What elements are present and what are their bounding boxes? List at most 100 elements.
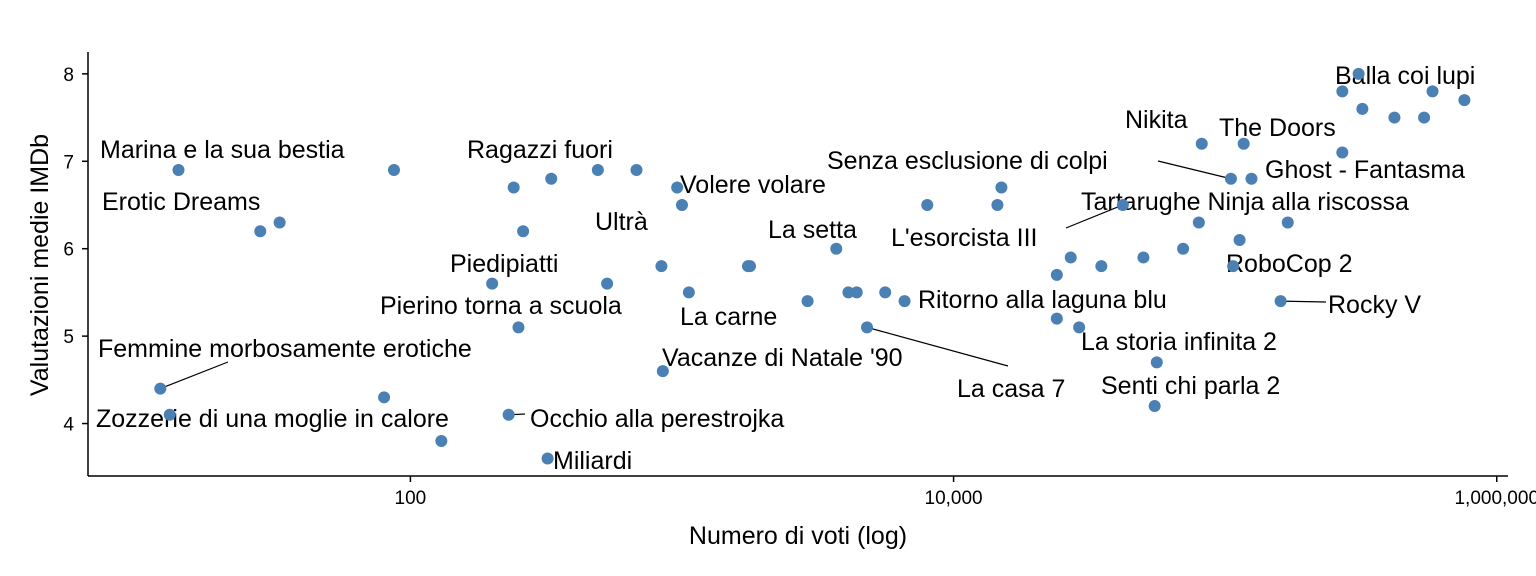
data-point xyxy=(1233,233,1246,246)
data-point xyxy=(1336,85,1349,98)
point-label: Femmine morbosamente erotiche xyxy=(98,335,472,363)
data-point xyxy=(1352,67,1365,80)
data-point xyxy=(1237,137,1250,150)
data-point xyxy=(682,286,695,299)
data-point xyxy=(1116,198,1129,211)
data-point xyxy=(879,286,892,299)
point-label: Senti chi parla 2 xyxy=(1101,372,1280,400)
point-label: Volere volare xyxy=(680,171,826,199)
data-point xyxy=(1227,260,1240,273)
data-point xyxy=(486,277,499,290)
data-point xyxy=(1458,94,1471,107)
y-tick-label: 6 xyxy=(63,240,74,261)
data-point xyxy=(744,260,757,273)
y-tick-label: 8 xyxy=(63,65,74,86)
point-label: Ragazzi fuori xyxy=(467,136,613,164)
data-point xyxy=(921,198,934,211)
point-label: Miliardi xyxy=(553,447,632,475)
point-label: Piedipiatti xyxy=(450,250,558,278)
data-point xyxy=(1073,321,1086,334)
data-point xyxy=(842,286,855,299)
point-label: RoboCop 2 xyxy=(1226,250,1352,278)
data-point xyxy=(1095,260,1108,273)
data-point xyxy=(1281,216,1294,229)
data-point xyxy=(172,164,185,177)
data-point xyxy=(991,198,1004,211)
point-label: Ultrà xyxy=(595,208,648,236)
point-label: La carne xyxy=(680,303,777,331)
data-point xyxy=(387,164,400,177)
leader-line xyxy=(160,361,229,390)
point-label: La casa 7 xyxy=(957,375,1065,403)
data-point xyxy=(378,391,391,404)
point-label: Ritorno alla laguna blu xyxy=(918,286,1167,314)
point-label: Nikita xyxy=(1125,106,1188,134)
leader-line xyxy=(1157,160,1232,180)
data-point xyxy=(163,408,176,421)
x-tick-label: 10,000 xyxy=(925,488,983,509)
leader-line xyxy=(1280,300,1327,303)
data-point xyxy=(1195,137,1208,150)
data-point xyxy=(502,408,515,421)
point-label: Occhio alla perestrojka xyxy=(530,405,784,433)
data-point xyxy=(1418,111,1431,124)
data-point xyxy=(507,181,520,194)
data-point xyxy=(273,216,286,229)
data-point xyxy=(541,452,554,465)
data-point xyxy=(1245,172,1258,185)
data-point xyxy=(1426,85,1439,98)
point-label: Marina e la sua bestia xyxy=(100,136,345,164)
data-point xyxy=(630,164,643,177)
data-point xyxy=(512,321,525,334)
data-point xyxy=(154,382,167,395)
data-point xyxy=(1274,295,1287,308)
data-point xyxy=(1148,400,1161,413)
y-tick-label: 5 xyxy=(63,327,74,348)
data-point xyxy=(1137,251,1150,264)
data-point xyxy=(1064,251,1077,264)
data-point xyxy=(1388,111,1401,124)
data-point xyxy=(671,181,684,194)
data-point xyxy=(656,365,669,378)
data-point xyxy=(601,277,614,290)
data-point xyxy=(435,435,448,448)
y-tick-label: 7 xyxy=(63,152,74,173)
data-point xyxy=(801,295,814,308)
point-label: Vacanze di Natale '90 xyxy=(662,344,903,372)
data-point xyxy=(675,198,688,211)
data-point xyxy=(861,321,874,334)
data-points xyxy=(154,67,1471,465)
point-label: Pierino torna a scuola xyxy=(380,292,622,320)
data-point xyxy=(898,295,911,308)
data-point xyxy=(254,225,267,238)
leader-line xyxy=(866,326,1009,367)
x-tick-label: 100 xyxy=(395,488,427,509)
point-label: L'esorcista III xyxy=(891,224,1038,252)
point-label: Senza esclusione di colpi xyxy=(827,147,1108,175)
point-label: The Doors xyxy=(1219,114,1336,142)
data-point xyxy=(1356,102,1369,115)
data-point xyxy=(545,172,558,185)
data-point xyxy=(850,286,863,299)
point-labels: Marina e la sua bestia Erotic Dreams Femmi… xyxy=(96,62,1475,475)
data-point xyxy=(830,242,843,255)
point-label: Erotic Dreams xyxy=(102,188,260,216)
point-label: Rocky V xyxy=(1328,291,1421,319)
data-point xyxy=(591,164,604,177)
x-tick-label: 1,000,000 xyxy=(1454,488,1536,509)
data-point xyxy=(1177,242,1190,255)
data-point xyxy=(1050,312,1063,325)
point-label: Tartarughe Ninja alla riscossa xyxy=(1081,188,1409,216)
point-label: La setta xyxy=(768,216,857,244)
y-tick-label: 4 xyxy=(63,415,74,436)
point-label: Zozzerie di una moglie in calore xyxy=(96,405,449,433)
data-point xyxy=(655,260,668,273)
data-point xyxy=(995,181,1008,194)
x-axis-title: Numero di voti (log) xyxy=(689,522,907,550)
data-point xyxy=(1150,356,1163,369)
data-point xyxy=(1224,172,1237,185)
data-point xyxy=(517,225,530,238)
data-point xyxy=(1336,146,1349,159)
axes: 100 10,000 1,000,000 4 5 6 7 8 xyxy=(63,52,1536,509)
